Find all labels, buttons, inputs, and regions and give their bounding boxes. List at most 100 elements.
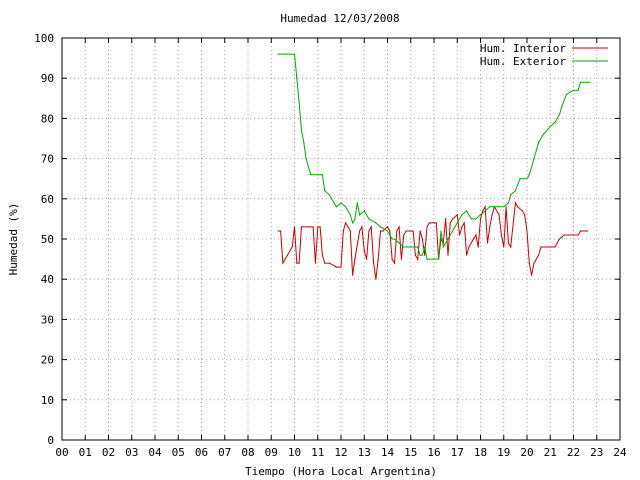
data-point: [449, 222, 451, 224]
data-point: [524, 214, 526, 216]
data-point: [349, 230, 351, 232]
data-point: [368, 230, 370, 232]
data-point: [280, 230, 282, 232]
data-point: [514, 202, 517, 204]
data-point: [317, 174, 319, 176]
data-point: [307, 166, 309, 168]
data-point: [445, 218, 447, 220]
data-point: [382, 230, 384, 232]
data-point: [440, 230, 442, 232]
y-tick-label: 50: [41, 233, 54, 246]
data-point: [398, 226, 400, 228]
data-point: [375, 278, 377, 280]
data-point: [354, 258, 356, 260]
data-point: [479, 214, 482, 216]
data-point: [356, 202, 358, 204]
legend-label-interior: Hum. Interior: [480, 42, 566, 55]
data-point: [538, 141, 540, 144]
data-point: [363, 210, 365, 212]
data-point: [565, 93, 568, 95]
data-point: [277, 53, 279, 55]
x-tick-label: 12: [334, 446, 347, 459]
data-point: [340, 266, 342, 268]
data-point: [533, 158, 535, 160]
data-point: [347, 226, 349, 228]
data-point: [314, 262, 316, 264]
series-exterior: [277, 53, 591, 260]
data-point: [361, 226, 363, 228]
data-point: [340, 202, 342, 204]
data-point: [391, 238, 393, 240]
x-tick-label: 24: [613, 446, 627, 459]
data-point: [396, 230, 398, 232]
data-point: [510, 194, 512, 196]
x-tick-label: 19: [497, 446, 510, 459]
x-tick-label: 01: [79, 446, 92, 459]
y-tick-label: 0: [47, 434, 54, 447]
x-tick-label: 05: [172, 446, 185, 459]
data-point: [293, 53, 296, 55]
data-point: [561, 105, 563, 107]
series-line-interior: [278, 201, 588, 280]
data-point: [305, 158, 307, 160]
data-point: [554, 246, 556, 248]
data-point: [335, 206, 337, 208]
data-point: [391, 258, 393, 260]
data-point: [386, 230, 389, 232]
data-point: [424, 246, 426, 248]
data-point: [428, 222, 430, 224]
data-point: [300, 226, 303, 228]
data-point: [459, 234, 461, 236]
data-point: [477, 246, 479, 248]
data-point: [426, 258, 428, 260]
data-point: [519, 178, 521, 180]
data-point: [491, 214, 493, 216]
data-point: [366, 258, 368, 260]
data-point: [461, 214, 463, 216]
data-point: [324, 262, 326, 264]
data-point: [533, 262, 535, 264]
data-point: [500, 234, 502, 236]
data-point: [398, 242, 400, 244]
data-point: [433, 222, 435, 224]
y-tick-label: 70: [41, 153, 54, 166]
data-point: [505, 206, 507, 208]
data-point: [489, 226, 491, 228]
data-point: [540, 246, 542, 248]
data-point: [528, 262, 530, 264]
data-point: [363, 250, 365, 252]
data-point: [414, 254, 416, 256]
x-tick-label: 09: [265, 446, 278, 459]
data-point: [510, 246, 512, 248]
grid: [62, 38, 620, 440]
data-point: [359, 230, 361, 232]
data-point: [521, 210, 524, 212]
x-tick-label: 07: [218, 446, 231, 459]
data-point: [373, 262, 375, 264]
data-point: [479, 218, 482, 220]
data-point: [296, 77, 298, 79]
data-point: [282, 53, 284, 55]
y-tick-label: 30: [41, 313, 54, 326]
data-point: [324, 190, 326, 192]
data-point: [354, 218, 356, 220]
data-point: [563, 234, 565, 236]
data-point: [456, 214, 458, 216]
x-tick-label: 20: [520, 446, 533, 459]
data-point: [554, 121, 556, 123]
data-point: [447, 254, 449, 256]
data-point: [507, 202, 509, 204]
x-tick-label: 11: [311, 446, 324, 459]
data-point: [472, 238, 475, 240]
data-point: [584, 230, 586, 232]
data-point: [405, 230, 407, 232]
data-point: [298, 262, 300, 264]
data-point: [568, 234, 570, 236]
data-point: [286, 254, 289, 256]
data-point: [424, 254, 426, 256]
data-point: [461, 226, 463, 228]
data-point: [393, 262, 396, 264]
y-tick-label: 100: [34, 32, 54, 45]
data-point: [403, 234, 405, 236]
